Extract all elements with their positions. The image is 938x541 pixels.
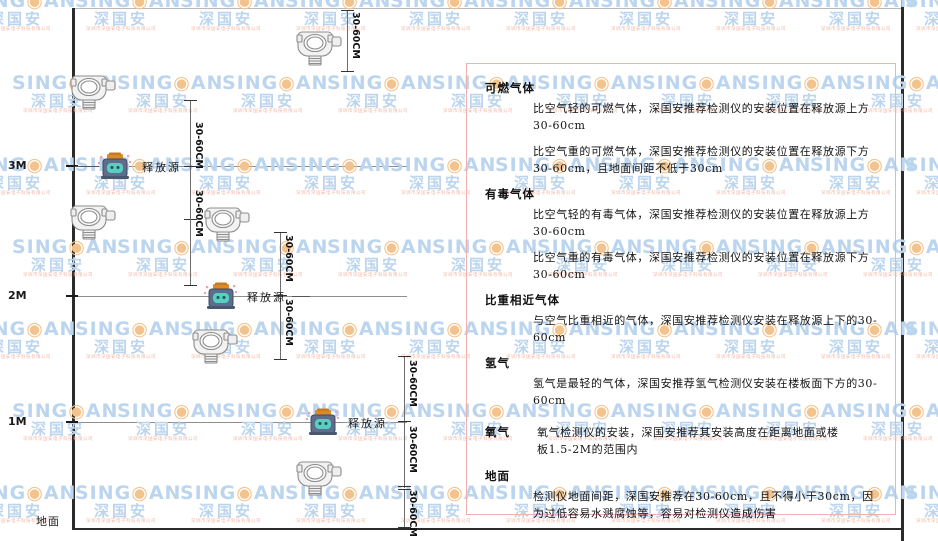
dimension-column-right-1: 30-60CM — [398, 356, 418, 422]
level-line-1m — [75, 422, 407, 423]
gas-detector-icon — [62, 196, 124, 248]
dimension-column-mid-upper: 30-60CM — [274, 232, 294, 296]
panel-section-title: 可燃气体 — [485, 81, 535, 95]
panel-section: 比重相近气体与空气比重相近的气体，深国安推荐检测仪安装在释放源上下的30-60c… — [485, 292, 881, 346]
gas-detector-icon — [288, 22, 350, 74]
panel-section-title: 比重相近气体 — [485, 293, 560, 307]
dimension-label: 30-60CM — [407, 360, 418, 407]
level-line-2m — [75, 296, 407, 297]
level-label-3m: 3M — [8, 159, 27, 172]
source-label-1m: 释放源 — [348, 417, 387, 430]
level-label-2m: 2M — [8, 289, 27, 302]
panel-section-paragraph: 比空气轻的有毒气体，深国安推荐检测仪的安装位置在释放源上方30-60cm — [533, 208, 870, 238]
dimension-column-right-3: 30-60CM — [398, 490, 418, 537]
dimension-label: 30-60CM — [193, 190, 204, 237]
frame-right-edge — [901, 0, 904, 541]
level-tick-1m — [66, 421, 78, 423]
panel-section-paragraph: 比空气重的可燃气体，深国安推荐检测仪的安装位置在释放源下方30-60cm，且地面… — [533, 145, 870, 175]
panel-section-paragraph: 比空气轻的可燃气体，深国安推荐检测仪的安装位置在释放源上方30-60cm — [533, 102, 870, 132]
dimension-label: 30-60CM — [350, 12, 361, 59]
level-label-1m: 1M — [8, 415, 27, 428]
panel-section-paragraph: 检测仪地面间距，深国安推荐在30-60cm，且不得小于30cm，因为过低容易水溅… — [533, 490, 874, 520]
dimension-column-top: 30-60CM — [341, 10, 361, 72]
panel-section-title: 氧气 — [485, 425, 510, 439]
panel-section: 地面检测仪地面间距，深国安推荐在30-60cm，且不得小于30cm，因为过低容易… — [485, 468, 881, 522]
gas-detector-icon — [62, 66, 124, 118]
panel-section-paragraph: 氢气是最轻的气体，深国安推荐氢气检测仪安装在楼板面下方的30-60cm — [533, 377, 878, 407]
gas-release-source-icon — [96, 152, 134, 186]
panel-section: 氢气氢气是最轻的气体，深国安推荐氢气检测仪安装在楼板面下方的30-60cm — [485, 355, 881, 409]
dimension-column-right-2: 30-60CM — [398, 422, 418, 490]
gas-detector-icon — [184, 320, 246, 372]
panel-section-paragraph: 比空气重的有毒气体，深国安推荐检测仪的安装位置在释放源下方30-60cm — [533, 251, 870, 281]
gas-release-source-icon — [202, 282, 240, 316]
level-line-3m — [75, 166, 407, 167]
frame-top-line — [72, 8, 904, 9]
level-tick-2m — [66, 295, 78, 297]
panel-section-paragraph: 与空气比重相近的气体，深国安推荐检测仪安装在释放源上下的30-60cm — [533, 314, 878, 344]
source-label-2m: 释放源 — [247, 291, 286, 304]
dimension-label: 30-60CM — [407, 490, 418, 537]
dimension-label: 30-60CM — [193, 122, 204, 169]
dimension-label: 30-60CM — [283, 235, 294, 282]
panel-section: 氧气 氧气检测仪的安装，深国安推荐其安装高度在距离地面或楼板1.5-2M的范围内 — [485, 418, 881, 462]
instruction-panel: 可燃气体比空气轻的可燃气体，深国安推荐检测仪的安装位置在释放源上方30-60cm… — [466, 63, 896, 520]
panel-section-title: 地面 — [485, 469, 510, 483]
gas-detector-icon — [196, 198, 258, 250]
dimension-label: 30-60CM — [283, 299, 294, 346]
panel-section: 可燃气体比空气轻的可燃气体，深国安推荐检测仪的安装位置在释放源上方30-60cm… — [485, 80, 881, 177]
source-leader-3m — [75, 166, 99, 167]
gas-release-source-icon — [304, 408, 342, 442]
dimension-column-mid-lower: 30-60CM — [274, 296, 294, 360]
panel-section-title: 氢气 — [485, 356, 510, 370]
frame-ground-line — [72, 528, 904, 530]
dimension-column-left-lower: 30-60CM — [184, 166, 204, 286]
source-label-3m: 释放源 — [142, 161, 181, 174]
ground-label: 地面 — [36, 515, 60, 528]
panel-section: 有毒气体比空气轻的有毒气体，深国安推荐检测仪的安装位置在释放源上方30-60cm… — [485, 186, 881, 283]
frame-left-axis — [72, 8, 75, 528]
source-leader-2m — [292, 296, 310, 297]
panel-section-paragraph: 氧气检测仪的安装，深国安推荐其安装高度在距离地面或楼板1.5-2M的范围内 — [537, 426, 839, 456]
panel-section-title: 有毒气体 — [485, 187, 535, 201]
level-tick-3m — [66, 165, 78, 167]
dimension-label: 30-60CM — [407, 426, 418, 473]
gas-detector-icon — [288, 452, 350, 504]
